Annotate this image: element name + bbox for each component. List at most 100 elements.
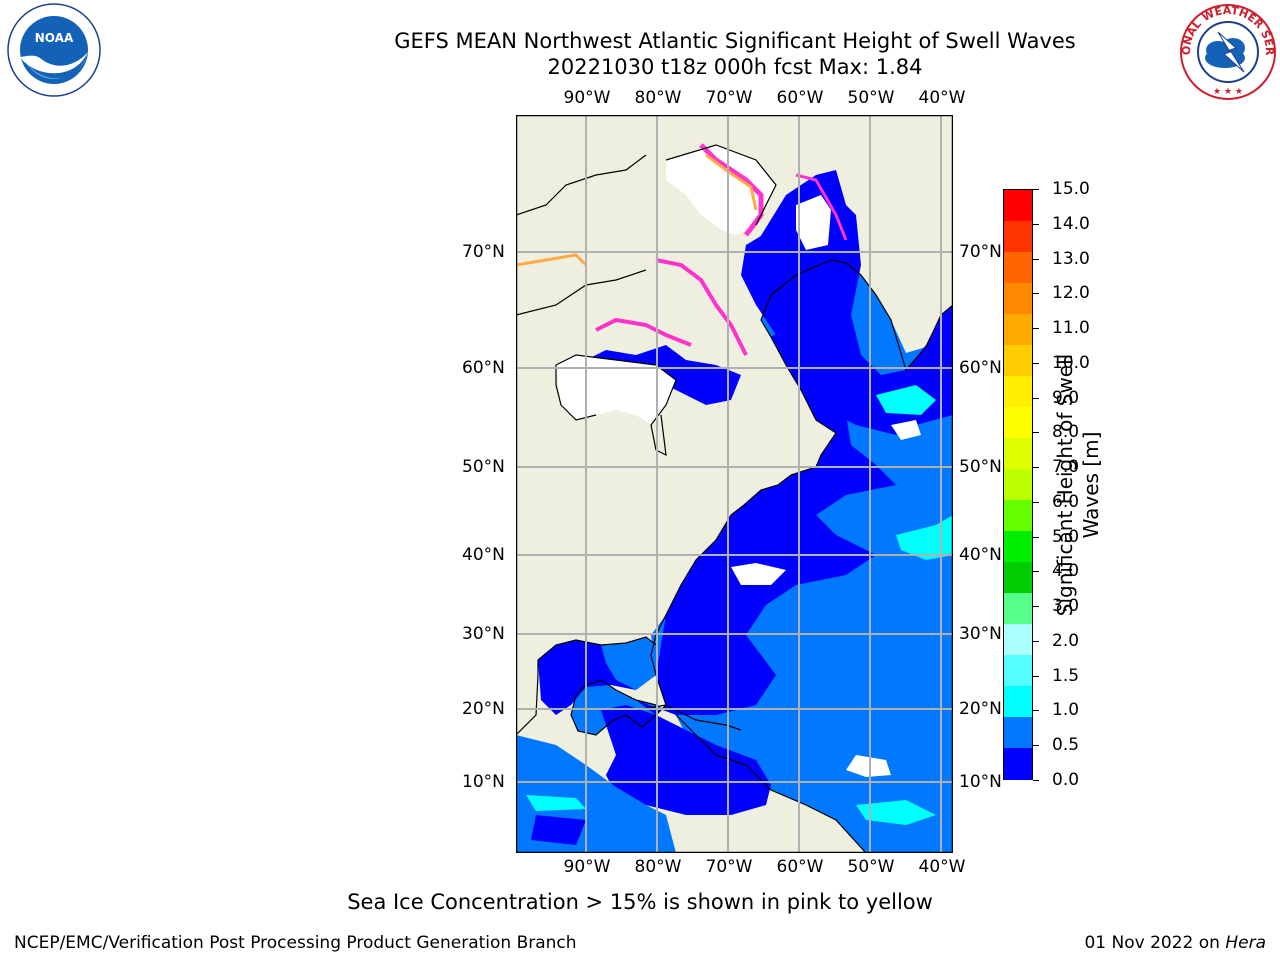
colorbar-tick-label: 4.0: [1052, 561, 1080, 582]
colorbar-tick-label: 0.0: [1052, 770, 1080, 790]
colorbar-tick-label: 10.0: [1052, 352, 1090, 373]
colorbar-label: Significant Height of Swell Waves [m]: [1053, 353, 1103, 617]
lat-label-right-20n: 20°N: [959, 699, 1002, 719]
map-subtitle: 20221030 t18z 000h fcst Max: 1.84: [547, 55, 923, 79]
colorbar-tick-mark: [1033, 675, 1039, 677]
lon-label-top-40w: 40°W: [918, 88, 966, 108]
colorbar-tick-mark: [1033, 571, 1039, 573]
colorbar-tick-label: 9.0: [1052, 387, 1080, 408]
arctic-nodata: [666, 145, 776, 235]
colorbar-segment: [1004, 717, 1032, 749]
colorbar-segment: [1004, 500, 1032, 532]
lat-label-left-50n: 50°N: [462, 457, 505, 477]
colorbar-tick-mark: [1033, 293, 1039, 295]
colorbar-segment: [1004, 469, 1032, 501]
colorbar-tick-label: 11.0: [1052, 318, 1090, 339]
pacific-cyan-band: [526, 795, 586, 811]
lat-label-left-60n: 60°N: [462, 358, 505, 378]
nodata-patch-2: [846, 755, 891, 777]
swell-cyan-patch-3: [856, 800, 936, 825]
lon-label-top-80w: 80°W: [634, 88, 682, 108]
footer-credit: NCEP/EMC/Verification Post Processing Pr…: [14, 933, 577, 953]
baffin-nodata: [796, 195, 831, 250]
colorbar-tick-mark: [1033, 397, 1039, 399]
svg-text:★ ★ ★: ★ ★ ★: [1213, 87, 1243, 97]
sea-ice-note: Sea Ice Concentration > 15% is shown in …: [347, 890, 933, 914]
colorbar-tick-mark: [1033, 780, 1039, 781]
national-weather-service-logo: NATIONAL WEATHER SERVICE ★ ★ ★: [1173, 0, 1278, 102]
lat-label-right-10n: 10°N: [959, 772, 1002, 792]
coastlines: [515, 144, 954, 854]
lat-label-right-70n: 70°N: [959, 242, 1002, 262]
map-title: GEFS MEAN Northwest Atlantic Significant…: [394, 29, 1076, 53]
colorbar-tick-mark: [1033, 189, 1039, 190]
noaa-logo-text: NOAA: [35, 31, 74, 45]
colorbar-tick-label: 15.0: [1052, 179, 1090, 199]
map-frame: [515, 114, 954, 854]
map-svg: [515, 114, 954, 854]
colorbar-tick-mark: [1033, 536, 1039, 538]
colorbar-tick-mark: [1033, 362, 1039, 364]
colorbar-tick-label: 6.0: [1052, 491, 1080, 512]
colorbar-tick-mark: [1033, 640, 1039, 642]
lon-label-bottom-60w: 60°W: [776, 857, 824, 877]
nodata-patch-1: [731, 563, 786, 585]
colorbar-segment: [1004, 438, 1032, 470]
sea-ice-pink-1: [699, 143, 764, 237]
colorbar-segment: [1004, 252, 1032, 284]
lon-label-top-90w: 90°W: [563, 88, 611, 108]
lat-label-left-10n: 10°N: [462, 772, 505, 792]
colorbar-tick-mark: [1033, 432, 1039, 434]
colorbar-tick-label: 0.5: [1052, 735, 1080, 756]
colorbar-segment: [1004, 221, 1032, 253]
colorbar-tick-label: 2.0: [1052, 630, 1080, 651]
lon-label-bottom-70w: 70°W: [705, 857, 753, 877]
footer-date: 01 Nov 2022 on Hera: [1084, 933, 1266, 953]
colorbar-segment: [1004, 345, 1032, 377]
lat-label-right-40n: 40°N: [959, 545, 1002, 565]
gulf-of-mexico-east: [601, 637, 656, 690]
colorbar-segment: [1004, 376, 1032, 408]
colorbar-segment: [1004, 190, 1032, 222]
colorbar-segment: [1004, 407, 1032, 439]
lat-label-left-40n: 40°N: [462, 545, 505, 565]
colorbar-tick-mark: [1033, 501, 1039, 503]
colorbar-tick-mark: [1033, 710, 1039, 712]
lon-label-bottom-40w: 40°W: [918, 857, 966, 877]
lon-label-bottom-80w: 80°W: [634, 857, 682, 877]
swell-cyan-patch-1: [896, 515, 953, 560]
labrador-sea: [741, 195, 953, 435]
colorbar-tick-mark: [1033, 467, 1039, 469]
colorbar-segment: [1004, 531, 1032, 563]
lon-label-top-70w: 70°W: [705, 88, 753, 108]
colorbar-tick-mark: [1033, 745, 1039, 747]
lat-label-right-50n: 50°N: [959, 457, 1002, 477]
lon-label-bottom-90w: 90°W: [563, 857, 611, 877]
lon-label-top-50w: 50°W: [847, 88, 895, 108]
nodata-patch-3: [891, 420, 921, 440]
colorbar-tick-label: 5.0: [1052, 526, 1080, 547]
sea-ice-orange-2: [515, 253, 588, 267]
colorbar-tick-label: 1.5: [1052, 665, 1080, 686]
sea-ice-pink-4: [795, 173, 848, 241]
colorbar-tick-label: 13.0: [1052, 248, 1090, 269]
colorbar-segment: [1004, 562, 1032, 594]
colorbar-segment: [1004, 624, 1032, 656]
colorbar-segment: [1004, 314, 1032, 346]
colorbar-segment: [1004, 686, 1032, 718]
lat-label-left-70n: 70°N: [462, 242, 505, 262]
colorbar-tick-mark: [1033, 606, 1039, 608]
colorbar-tick-label: 1.0: [1052, 700, 1080, 721]
lon-label-bottom-50w: 50°W: [847, 857, 895, 877]
colorbar-tick-label: 12.0: [1052, 283, 1090, 304]
noaa-logo: NOAA: [4, 2, 104, 102]
lat-label-left-30n: 30°N: [462, 624, 505, 644]
colorbar-tick-label: 14.0: [1052, 213, 1090, 234]
graticule: [516, 115, 953, 853]
lat-label-right-60n: 60°N: [959, 358, 1002, 378]
footer-date-text: 01 Nov 2022 on: [1084, 933, 1226, 953]
sea-ice-pink-2: [655, 258, 748, 356]
sea-ice-pink-3: [595, 317, 692, 347]
swell-cyan-patch-2: [876, 385, 936, 415]
colorbar-tick-mark: [1033, 223, 1039, 225]
